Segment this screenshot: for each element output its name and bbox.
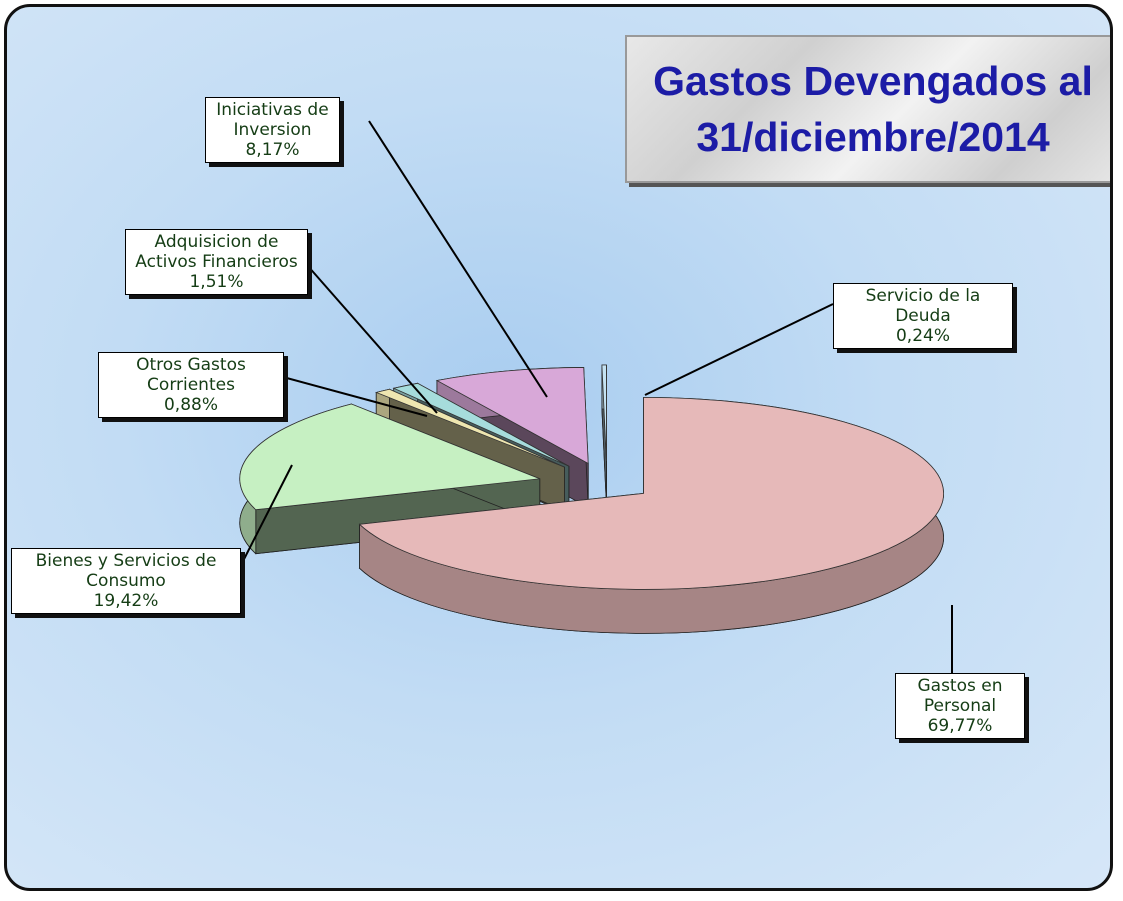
slice xyxy=(358,396,944,590)
chart-title: Gastos Devengados al 31/diciembre/2014 xyxy=(625,35,1110,183)
category-label: Iniciativas de Inversion xyxy=(216,100,329,140)
data-label: Adquisicion de Activos Financieros 1,51% xyxy=(125,229,308,295)
category-label: Bienes y Servicios de Consumo xyxy=(35,551,217,591)
slice xyxy=(392,382,570,467)
leader-line xyxy=(238,464,293,570)
value-label: 0,88% xyxy=(163,395,218,415)
data-label: Servicio de la Deuda 0,24% xyxy=(833,283,1013,349)
slice xyxy=(435,367,589,465)
category-label: Otros Gastos Corrientes xyxy=(136,355,246,395)
category-label: Adquisicion de Activos Financieros xyxy=(135,232,298,272)
chart xyxy=(238,120,953,673)
value-label: 69,77% xyxy=(927,716,993,736)
slice xyxy=(239,403,540,511)
value-label: 8,17% xyxy=(245,140,300,160)
value-label: 1,51% xyxy=(189,272,244,292)
data-label: Otros Gastos Corrientes 0,88% xyxy=(98,352,284,418)
chart-frame: Gastos Devengados al 31/diciembre/2014 G… xyxy=(4,4,1113,891)
leader-line xyxy=(306,264,438,414)
data-label: Gastos en Personal 69,77% xyxy=(895,673,1025,739)
leader-line xyxy=(282,376,428,417)
value-label: 0,24% xyxy=(895,326,950,346)
leader-line xyxy=(368,120,548,398)
slice xyxy=(374,388,565,468)
category-label: Servicio de la Deuda xyxy=(865,286,981,326)
data-label: Iniciativas de Inversion 8,17% xyxy=(205,97,340,163)
category-label: Gastos en Personal xyxy=(917,676,1003,716)
leader-line xyxy=(644,303,834,396)
data-label: Bienes y Servicios de Consumo 19,42% xyxy=(11,548,241,614)
value-label: 19,42% xyxy=(93,591,159,611)
slice xyxy=(601,364,607,462)
